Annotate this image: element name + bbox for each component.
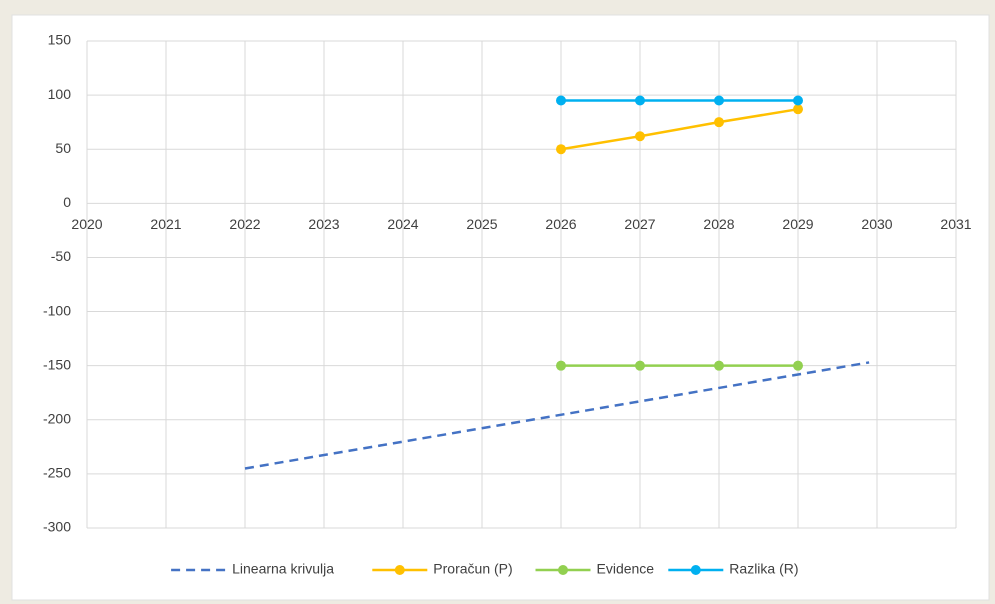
legend-label: Linearna krivulja (232, 561, 334, 577)
y-tick-label: 50 (55, 140, 71, 156)
y-tick-label: -300 (43, 519, 71, 535)
x-tick-label: 2022 (229, 216, 260, 232)
y-tick-label: -150 (43, 356, 71, 372)
x-tick-label: 2031 (940, 216, 971, 232)
x-tick-label: 2028 (703, 216, 734, 232)
y-tick-label: -50 (51, 248, 71, 264)
x-tick-label: 2021 (150, 216, 181, 232)
y-tick-label: -250 (43, 465, 71, 481)
point (635, 131, 645, 142)
legend-label: Razlika (R) (729, 561, 798, 577)
point (714, 117, 724, 128)
y-tick-label: -100 (43, 302, 71, 318)
legend-marker (558, 565, 568, 575)
legend-marker (690, 565, 701, 575)
point (556, 360, 566, 371)
point (635, 95, 645, 106)
x-tick-label: 2030 (861, 216, 892, 232)
x-tick-label: 2023 (308, 216, 339, 232)
x-tick-label: 2020 (71, 216, 102, 232)
point (714, 95, 724, 106)
y-tick-label: 0 (63, 194, 71, 210)
x-tick-label: 2024 (387, 216, 418, 232)
y-tick-label: 150 (48, 32, 72, 48)
point (793, 95, 803, 106)
legend-label: Evidence (597, 561, 655, 577)
y-tick-label: 100 (48, 86, 72, 102)
series-line (244, 361, 870, 470)
series-line (560, 107, 799, 151)
point (556, 144, 566, 155)
x-tick-label: 2029 (782, 216, 813, 232)
point (793, 360, 803, 371)
x-tick-label: 2026 (545, 216, 576, 232)
x-tick-label: 2027 (624, 216, 655, 232)
y-tick-label: -200 (43, 410, 71, 426)
point (635, 360, 645, 371)
point (793, 104, 803, 115)
chart-panel (11, 14, 990, 601)
x-tick-label: 2025 (466, 216, 497, 232)
legend-marker (394, 565, 405, 575)
legend-label: Proračun (P) (433, 561, 512, 577)
point (556, 95, 566, 106)
point (714, 360, 724, 371)
